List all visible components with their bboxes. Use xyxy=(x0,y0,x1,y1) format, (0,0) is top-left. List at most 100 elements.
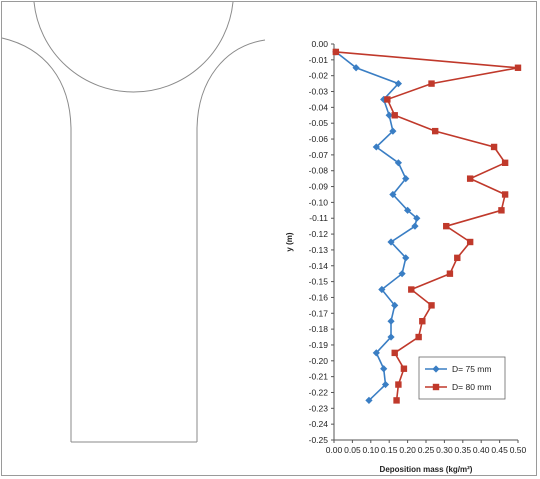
y-tick-label: -0.18 xyxy=(309,324,329,334)
data-point xyxy=(411,222,419,230)
data-point xyxy=(428,80,435,87)
data-point xyxy=(381,380,390,389)
y-tick-label: -0.12 xyxy=(309,229,329,239)
left-bend-curve xyxy=(1,37,72,129)
data-point xyxy=(387,333,395,341)
y-tick-label: -0.03 xyxy=(309,87,329,97)
data-point xyxy=(387,317,395,325)
data-point xyxy=(454,254,461,262)
data-point xyxy=(415,333,422,341)
data-point xyxy=(393,397,400,404)
y-tick-label: -0.15 xyxy=(309,277,329,287)
y-tick-label: -0.01 xyxy=(309,55,329,65)
data-point xyxy=(408,286,415,293)
y-tick-label: -0.21 xyxy=(309,372,329,382)
data-point xyxy=(387,238,395,246)
data-point xyxy=(404,206,412,214)
data-point xyxy=(372,143,380,151)
series-line xyxy=(335,51,418,401)
data-point xyxy=(501,159,509,166)
data-point xyxy=(446,270,454,277)
series-group xyxy=(332,48,522,404)
x-tick-labels: 0.00 0.05 0.10 0.15 0.20 0.25 0.30 0.35 0.40 0.45… xyxy=(326,440,527,455)
data-point xyxy=(391,301,399,309)
x-tick-label: 0.00 xyxy=(326,445,343,455)
y-tick-label: -0.04 xyxy=(309,102,329,112)
data-point xyxy=(466,175,474,182)
series-1 xyxy=(332,48,421,404)
right-bend-curve xyxy=(196,39,266,129)
data-point xyxy=(380,365,388,373)
y-tick-label: -0.10 xyxy=(309,197,329,207)
x-tick-label: 0.05 xyxy=(344,445,361,455)
data-point xyxy=(372,349,380,357)
data-point xyxy=(498,207,505,214)
data-point xyxy=(501,191,509,198)
y-tick-label: -0.22 xyxy=(309,387,329,397)
x-tick-label: 0.50 xyxy=(510,445,527,455)
data-point xyxy=(428,302,435,309)
data-point xyxy=(391,349,398,357)
legend: D= 75 mm D= 80 mm xyxy=(418,356,506,400)
data-point xyxy=(365,396,373,404)
data-point xyxy=(413,214,421,222)
x-tick-label: 0.35 xyxy=(455,445,472,455)
data-point xyxy=(432,127,439,135)
data-point xyxy=(466,238,474,246)
data-point xyxy=(352,64,360,72)
y-tick-label: -0.11 xyxy=(309,213,328,223)
data-point xyxy=(490,143,498,151)
y-tick-label: 0.00 xyxy=(311,39,328,49)
data-point xyxy=(419,318,426,325)
y-tick-label: -0.20 xyxy=(309,356,329,366)
data-point xyxy=(389,190,397,199)
data-point xyxy=(400,365,408,372)
series-2 xyxy=(332,48,522,404)
y-tick-label: -0.23 xyxy=(309,403,329,413)
y-tick-label: -0.13 xyxy=(309,245,329,255)
data-point xyxy=(384,96,391,103)
x-tick-label: 0.30 xyxy=(436,445,453,455)
data-point xyxy=(378,285,386,294)
data-point xyxy=(394,159,402,167)
cylinder-arc xyxy=(33,1,234,93)
y-tick-label: -0.06 xyxy=(309,134,329,144)
data-point xyxy=(402,254,410,262)
y-tick-label: -0.09 xyxy=(309,182,329,192)
y-tick-label: -0.07 xyxy=(309,150,329,160)
x-tick-label: 0.20 xyxy=(399,445,416,455)
x-tick-label: 0.10 xyxy=(363,445,380,455)
data-point xyxy=(514,64,522,71)
y-tick-label: -0.25 xyxy=(309,435,329,445)
legend-label: D= 75 mm xyxy=(452,364,491,374)
legend-swatch-marker xyxy=(432,365,440,373)
x-tick-label: 0.45 xyxy=(491,445,508,455)
x-tick-label: 0.25 xyxy=(418,445,435,455)
data-point xyxy=(391,112,398,119)
x-tick-label: 0.40 xyxy=(473,445,490,455)
data-point xyxy=(394,80,402,88)
series-line xyxy=(335,51,519,401)
data-point xyxy=(398,270,406,278)
data-point xyxy=(402,175,410,183)
y-tick-label: -0.14 xyxy=(309,261,329,271)
y-tick-labels: 0.00 -0.01 -0.02 -0.03 -0.04 -0.05 -0.06 -0.07 -… xyxy=(309,39,334,445)
y-tick-label: -0.02 xyxy=(309,71,329,81)
legend-label: D= 80 mm xyxy=(452,382,491,392)
data-point xyxy=(443,222,450,230)
data-point xyxy=(389,127,397,135)
y-tick-label: -0.24 xyxy=(309,419,329,429)
x-axis-label: Deposition mass (kg/m²) xyxy=(380,465,473,474)
y-tick-label: -0.08 xyxy=(309,166,329,176)
legend-swatch-marker xyxy=(432,383,440,391)
data-point xyxy=(395,381,402,388)
y-tick-label: -0.05 xyxy=(309,118,329,128)
x-tick-label: 0.15 xyxy=(381,445,398,455)
legend-box xyxy=(418,356,506,400)
y-axis-label: y (m) xyxy=(285,232,294,251)
y-tick-label: -0.19 xyxy=(309,340,329,350)
data-point xyxy=(385,111,393,119)
y-tick-label: -0.16 xyxy=(309,292,329,302)
